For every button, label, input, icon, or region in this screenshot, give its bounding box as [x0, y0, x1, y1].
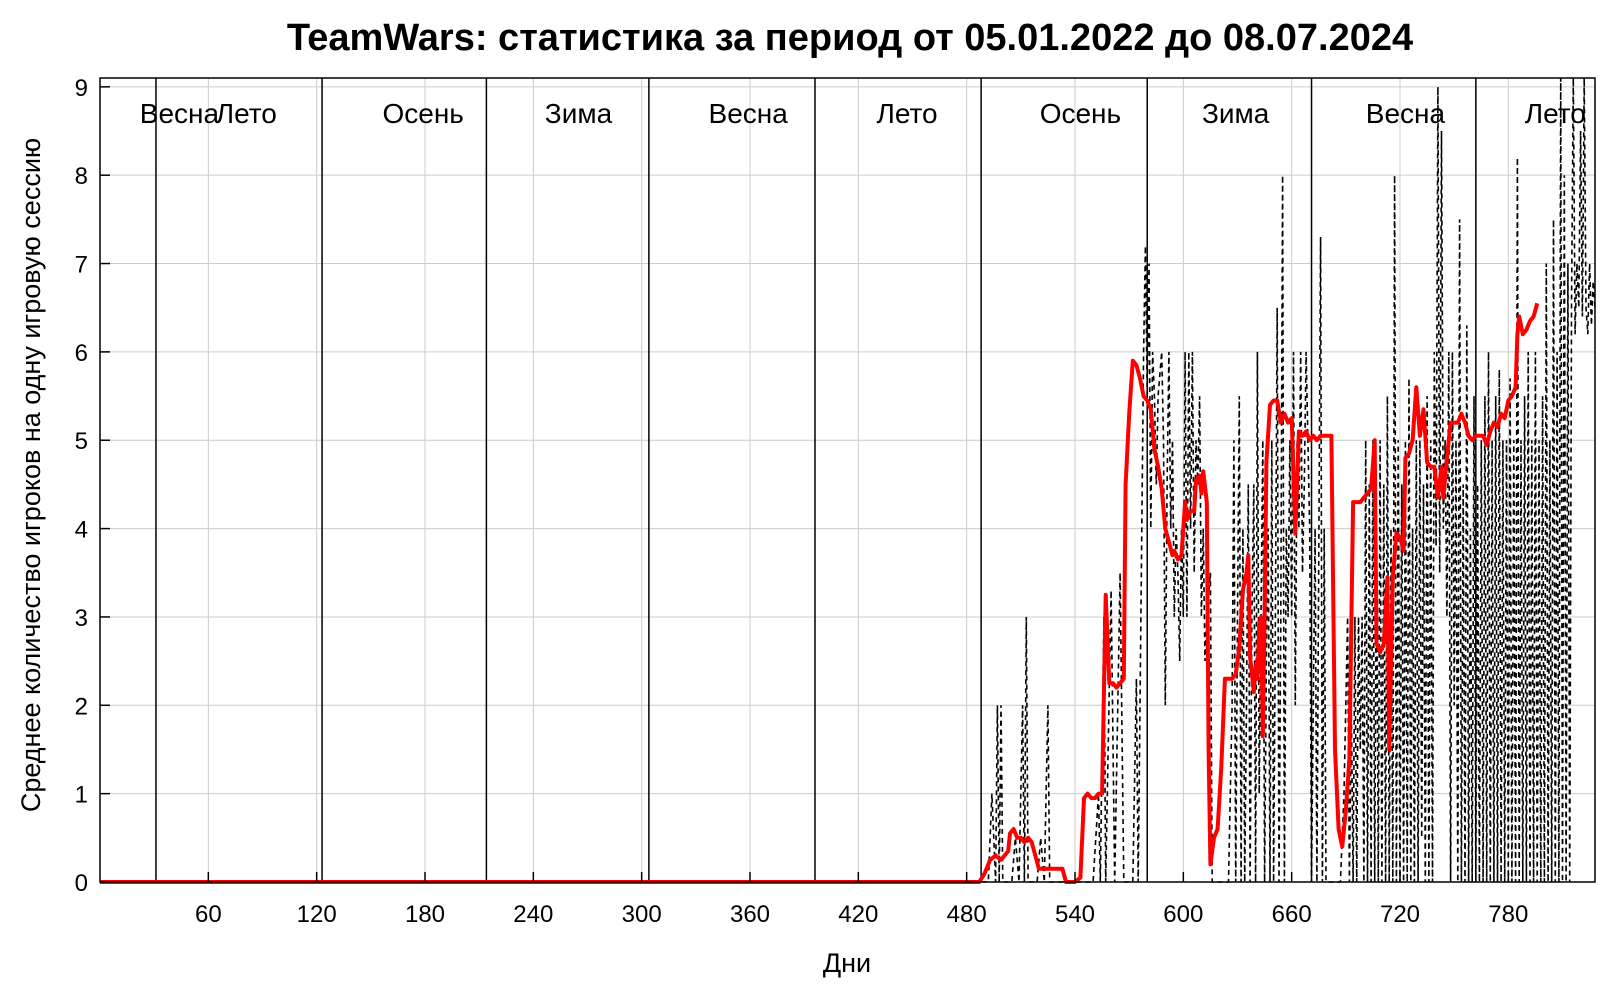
y-tick-label: 4 — [75, 517, 88, 544]
x-tick-label: 240 — [513, 901, 553, 928]
y-tick-label: 9 — [75, 75, 88, 102]
season-dividers — [155, 78, 1477, 882]
series-layer — [100, 77, 1596, 884]
x-tick-label: 360 — [730, 901, 770, 928]
y-tick-label: 6 — [75, 340, 88, 367]
y-tick-label: 8 — [75, 163, 88, 190]
series-line-solid — [100, 302, 1540, 884]
y-tick-label: 7 — [75, 252, 88, 279]
season-label: Зима — [545, 98, 613, 129]
y-axis-ticks: 0 1 2 3 4 5 6 7 8 9 — [75, 75, 110, 897]
season-label: Лето — [216, 98, 277, 129]
y-tick-label: 5 — [75, 428, 88, 455]
season-label: Весна — [140, 98, 220, 129]
x-tick-label: 480 — [947, 901, 987, 928]
season-label: Зима — [1202, 98, 1270, 129]
season-label: Осень — [382, 98, 463, 129]
season-label: Лето — [877, 98, 938, 129]
x-axis-ticks: 60 120 180 240 300 360 420 480 540 600 660 720 780 — [195, 872, 1528, 928]
y-tick-label: 1 — [75, 782, 88, 809]
y-tick-label: 2 — [75, 693, 88, 720]
season-label: Осень — [1040, 98, 1121, 129]
series-line-dashed — [100, 77, 1596, 883]
x-tick-label: 780 — [1488, 901, 1528, 928]
season-label: Весна — [709, 98, 789, 129]
plot-frame — [99, 77, 1596, 883]
x-tick-label: 420 — [838, 901, 878, 928]
x-tick-label: 600 — [1163, 901, 1203, 928]
x-tick-label: 60 — [195, 901, 222, 928]
chart-title: TeamWars: статистика за период от 05.01.… — [287, 17, 1413, 59]
x-axis-label: Дни — [823, 948, 871, 978]
x-tick-label: 180 — [405, 901, 445, 928]
season-label: Лето — [1525, 98, 1586, 129]
y-tick-label: 3 — [75, 605, 88, 632]
x-tick-label: 660 — [1272, 901, 1312, 928]
season-label: Весна — [1366, 98, 1446, 129]
x-tick-label: 120 — [297, 901, 337, 928]
y-tick-label: 0 — [75, 870, 88, 897]
x-tick-label: 300 — [622, 901, 662, 928]
x-tick-label: 720 — [1380, 901, 1420, 928]
x-tick-label: 540 — [1055, 901, 1095, 928]
y-axis-label: Среднее количество игроков на одну игров… — [16, 138, 46, 812]
